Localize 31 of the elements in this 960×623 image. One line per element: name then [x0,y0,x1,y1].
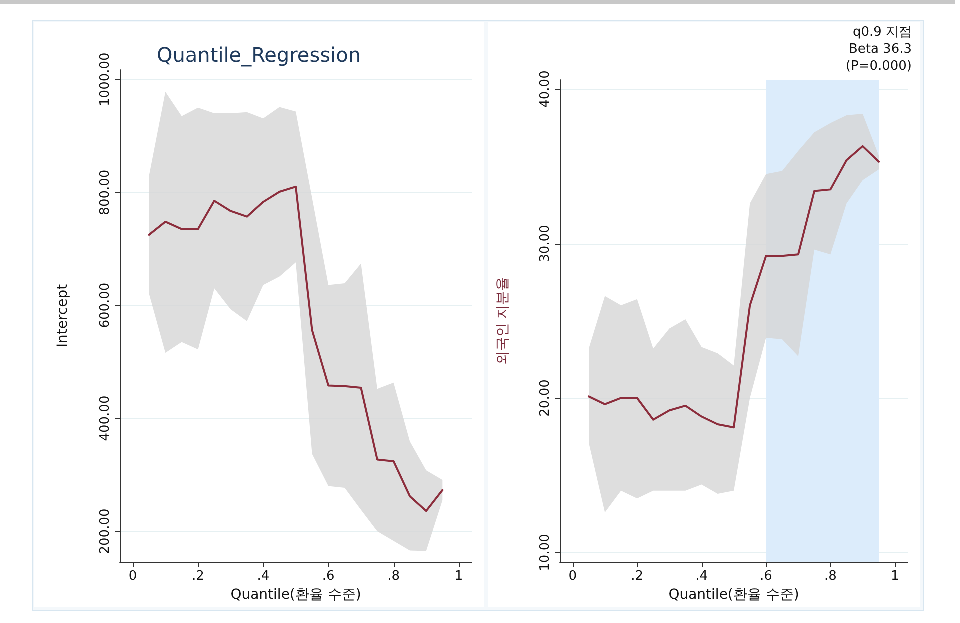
x-tick-label: .8 [824,569,837,584]
y-axis-title: Intercept [55,284,71,348]
y-axis-title: 외국인 지분율 [495,276,511,366]
x-axis-title: Quantile(환율 수준) [230,586,362,603]
x-tick-label: 0 [128,569,138,584]
text: (P=0.000) [846,59,912,74]
y-tick-label: 200.00 [98,508,113,554]
y-tick-label: 1000.00 [98,52,113,106]
x-tick-label: .6 [322,569,335,584]
x-tick-label: 1 [890,569,900,584]
x-tick-label: 0 [568,569,578,584]
text: Beta 36.3 [848,42,912,57]
text: q0.9 지점 [852,25,912,40]
y-tick-label: 30.00 [538,225,553,262]
y-tick-label: 800.00 [98,170,113,216]
line-series [588,145,880,429]
y-tick-label: 400.00 [98,396,113,442]
y-tick-label: 20.00 [538,380,553,417]
x-tick-label: .4 [696,569,708,584]
x-tick-label: .6 [760,569,772,584]
x-tick-label: 1 [454,569,464,584]
y-tick-label: 600.00 [98,282,113,328]
x-axis-title: Quantile(환율 수준) [668,586,800,603]
line-series [148,186,444,512]
x-tick-label: .4 [257,569,270,584]
y-tick-label: 40.00 [538,70,553,108]
y-tick-label: 10.00 [538,534,553,572]
chart-title: Quantile_Regression [156,43,362,67]
x-tick-label: .2 [631,569,644,584]
x-tick-label: .8 [388,569,400,584]
x-tick-label: .2 [192,569,204,584]
